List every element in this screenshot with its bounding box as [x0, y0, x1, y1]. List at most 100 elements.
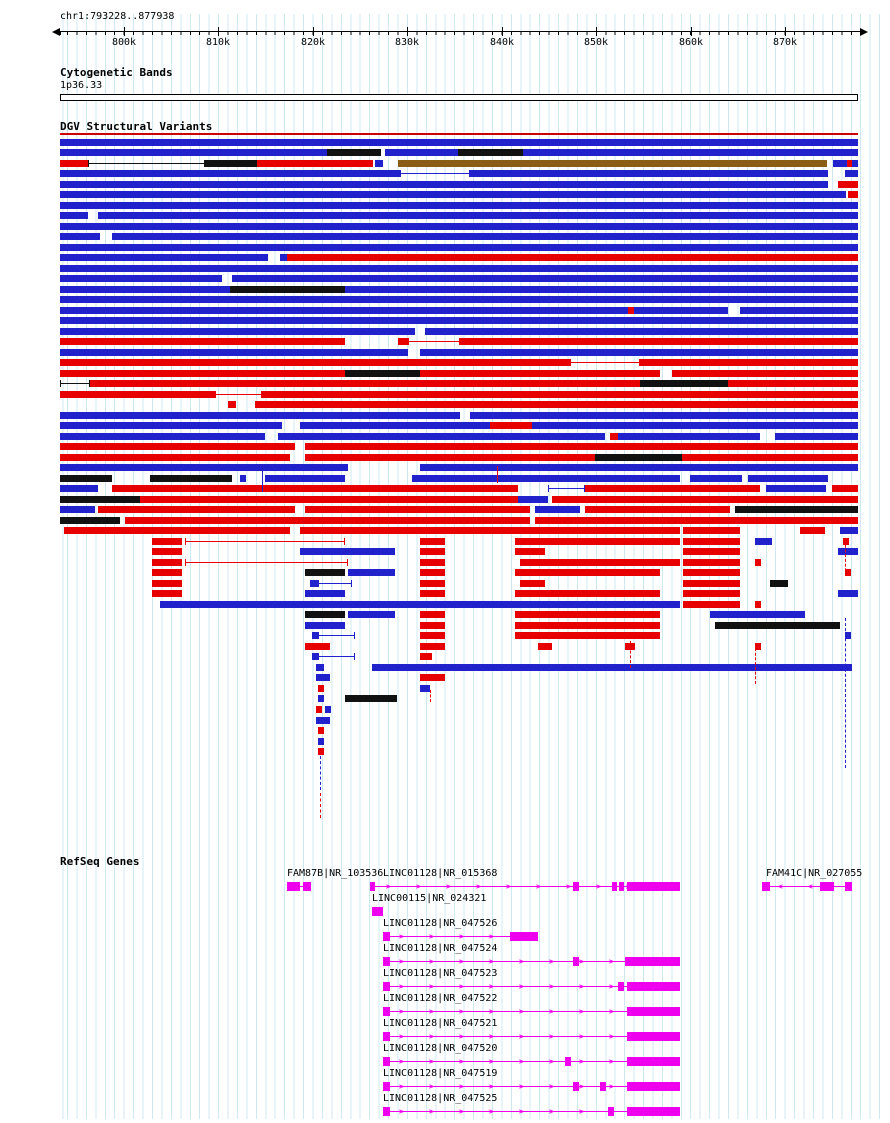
variant-bar[interactable] — [60, 296, 858, 303]
variant-bar[interactable] — [515, 611, 660, 618]
variant-bar[interactable] — [60, 475, 112, 482]
variant-bar[interactable] — [518, 496, 548, 503]
gene-exon[interactable] — [565, 1057, 571, 1066]
variant-bar[interactable] — [316, 674, 330, 681]
variant-bar[interactable] — [683, 580, 740, 587]
variant-bar[interactable] — [610, 433, 618, 440]
gene-intron-line[interactable] — [383, 1011, 680, 1012]
variant-bar[interactable] — [683, 527, 740, 534]
gene-exon[interactable] — [618, 982, 624, 991]
gene-exon[interactable] — [612, 882, 617, 891]
variant-bar[interactable] — [205, 160, 257, 167]
variant-bar[interactable] — [60, 139, 858, 146]
gene-intron-line[interactable] — [383, 1036, 680, 1037]
variant-bar[interactable] — [755, 643, 761, 650]
variant-bar[interactable] — [848, 191, 858, 198]
variant-bar[interactable] — [348, 611, 395, 618]
variant-bar[interactable] — [60, 212, 88, 219]
variant-bar[interactable] — [845, 569, 851, 576]
variant-bar[interactable] — [310, 580, 318, 587]
variant-bar[interactable] — [60, 149, 327, 156]
gene-exon[interactable] — [383, 1107, 390, 1116]
variant-extent-line[interactable] — [60, 380, 90, 387]
gene-label[interactable]: LINC01128|NR_047522 — [383, 993, 498, 1004]
variant-bar[interactable] — [420, 464, 858, 471]
variant-bar[interactable] — [345, 286, 858, 293]
variant-bar[interactable] — [90, 380, 640, 387]
gene-label[interactable]: LINC01128|NR_047521 — [383, 1018, 498, 1029]
gene-intron-line[interactable] — [383, 961, 680, 962]
variant-bar[interactable] — [60, 328, 415, 335]
gene-exon[interactable] — [600, 1082, 606, 1091]
variant-bar[interactable] — [305, 643, 330, 650]
variant-bar[interactable] — [535, 517, 858, 524]
gene-exon[interactable] — [619, 882, 624, 891]
variant-bar[interactable] — [152, 569, 182, 576]
gene-exon[interactable] — [303, 882, 311, 891]
variant-bar[interactable] — [316, 706, 322, 713]
variant-bar[interactable] — [305, 506, 530, 513]
variant-bar[interactable] — [420, 569, 445, 576]
variant-bar[interactable] — [60, 349, 408, 356]
gene-exon[interactable] — [383, 932, 390, 941]
gene-label[interactable]: LINC01128|NR_047526 — [383, 918, 498, 929]
variant-bar[interactable] — [316, 717, 330, 724]
variant-bar[interactable] — [420, 538, 445, 545]
variant-bar[interactable] — [372, 664, 852, 671]
variant-bar[interactable] — [420, 653, 432, 660]
variant-extent-line[interactable] — [318, 653, 355, 660]
variant-bar[interactable] — [845, 170, 858, 177]
variant-bar[interactable] — [470, 170, 828, 177]
variant-extent-line[interactable] — [215, 391, 262, 398]
variant-bar[interactable] — [420, 611, 445, 618]
variant-bar[interactable] — [740, 307, 858, 314]
variant-extent-line[interactable] — [185, 559, 348, 566]
gene-intron-line[interactable] — [383, 936, 538, 937]
variant-bar[interactable] — [98, 212, 858, 219]
variant-extent-line[interactable] — [548, 485, 585, 492]
variant-bar[interactable] — [305, 622, 345, 629]
variant-bar[interactable] — [262, 391, 858, 398]
variant-bar[interactable] — [60, 517, 120, 524]
variant-bar[interactable] — [634, 307, 728, 314]
variant-bar[interactable] — [60, 181, 828, 188]
variant-bar[interactable] — [60, 317, 858, 324]
gene-exon[interactable] — [762, 882, 770, 891]
gene-exon[interactable] — [627, 1082, 680, 1091]
variant-bar[interactable] — [345, 695, 397, 702]
variant-bar[interactable] — [398, 160, 827, 167]
variant-bar[interactable] — [60, 254, 268, 261]
variant-bar[interactable] — [305, 611, 345, 618]
variant-bar[interactable] — [585, 506, 730, 513]
variant-bar[interactable] — [420, 580, 445, 587]
variant-bar[interactable] — [800, 527, 825, 534]
variant-bar[interactable] — [843, 538, 849, 545]
variant-bar[interactable] — [515, 622, 660, 629]
gene-label[interactable]: LINC01128|NR_047520 — [383, 1043, 498, 1054]
gene-label[interactable]: LINC01128|NR_047525 — [383, 1093, 498, 1104]
gene-intron-line[interactable] — [383, 1111, 680, 1112]
gene-label[interactable]: FAM41C|NR_027055 — [766, 868, 863, 879]
variant-bar[interactable] — [257, 160, 373, 167]
gene-exon[interactable] — [372, 907, 383, 916]
variant-bar[interactable] — [523, 149, 858, 156]
variant-extent-line[interactable] — [570, 359, 640, 366]
variant-bar[interactable] — [60, 233, 100, 240]
gene-intron-line[interactable] — [383, 1061, 680, 1062]
gene-label[interactable]: LINC01128|NR_047524 — [383, 943, 498, 954]
variant-bar[interactable] — [375, 160, 383, 167]
gene-intron-line[interactable] — [383, 1086, 680, 1087]
variant-bar[interactable] — [755, 559, 761, 566]
gene-label[interactable]: FAM87B|NR_103536 — [287, 868, 384, 879]
variant-bar[interactable] — [640, 380, 728, 387]
variant-bar[interactable] — [755, 601, 761, 608]
variant-bar[interactable] — [60, 359, 570, 366]
variant-bar[interactable] — [60, 244, 858, 251]
variant-bar[interactable] — [300, 548, 395, 555]
variant-bar[interactable] — [420, 622, 445, 629]
gene-exon[interactable] — [510, 932, 538, 941]
variant-bar[interactable] — [515, 538, 680, 545]
variant-bar[interactable] — [60, 391, 215, 398]
variant-bar[interactable] — [348, 569, 395, 576]
variant-bar[interactable] — [420, 632, 445, 639]
